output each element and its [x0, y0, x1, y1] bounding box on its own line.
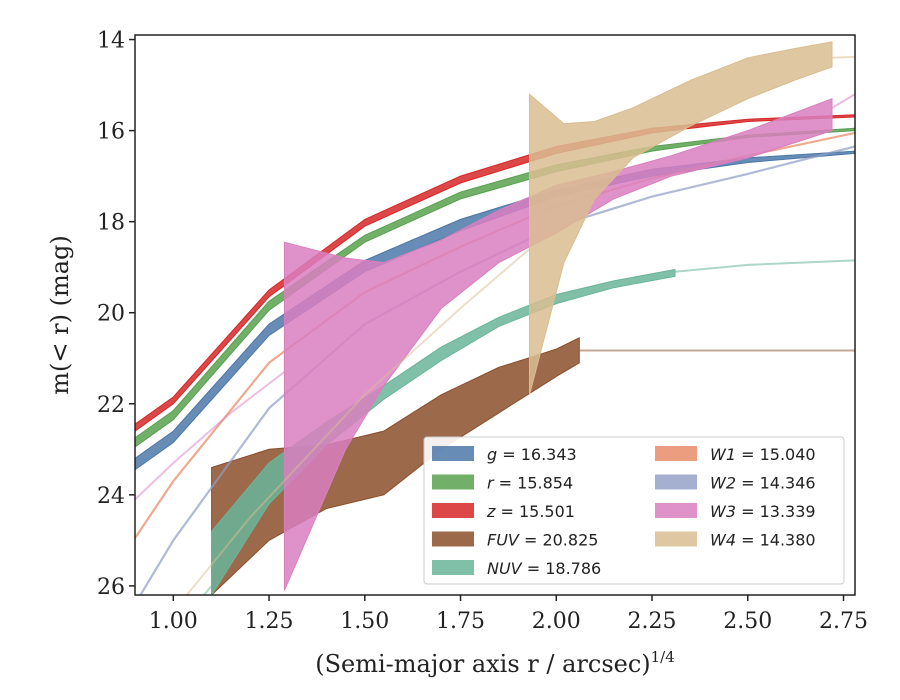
- y-tick-label: 14: [97, 29, 125, 54]
- legend-swatch-g: [432, 446, 474, 461]
- legend-label-z: z = 15.501: [486, 502, 575, 521]
- legend-entry-r: r = 15.854: [432, 474, 573, 493]
- series-nuv-tail: [674, 259, 855, 273]
- x-axis-label-sup: 1/4: [651, 648, 675, 666]
- series-z: [135, 114, 855, 432]
- legend-label-w4: W4 = 14.380: [710, 531, 816, 550]
- legend-label-value: = 14.380: [736, 531, 816, 550]
- series-r-band: [135, 127, 855, 448]
- legend-label-var: W1: [710, 445, 736, 464]
- legend-label-fuv: FUV = 20.825: [487, 531, 598, 550]
- legend-entry-w1: W1 = 15.040: [655, 445, 816, 464]
- x-tick-label: 2.25: [628, 609, 677, 634]
- legend-label-r: r = 15.854: [487, 474, 573, 493]
- legend-swatch-r: [432, 474, 474, 490]
- legend-entry-w3: W3 = 13.339: [655, 502, 816, 521]
- x-tick-label: 2.50: [723, 609, 772, 634]
- legend-entry-nuv: NUV = 18.786: [432, 559, 601, 578]
- legend-label-value: = 20.825: [519, 531, 599, 550]
- legend-swatch-z: [432, 503, 474, 518]
- series-w3-extension: [135, 371, 286, 501]
- legend-swatch-w4: [655, 531, 697, 547]
- y-axis-label: m(< r) (mag): [46, 235, 74, 394]
- y-tick-label: 16: [97, 120, 125, 145]
- legend-label-value: = 14.346: [736, 474, 816, 493]
- legend-label-g: g = 16.343: [487, 445, 577, 464]
- series-w3-tail: [831, 93, 855, 109]
- plot-area: [135, 41, 855, 595]
- legend-label-w2: W2 = 14.346: [710, 474, 816, 493]
- x-tick-label: 1.00: [149, 609, 198, 634]
- legend-label-nuv: NUV = 18.786: [487, 559, 601, 578]
- legend-label-value: = 15.040: [736, 445, 816, 464]
- x-axis-label-main: (Semi-major axis r / arcsec): [315, 650, 650, 678]
- legend-label-w1: W1 = 15.040: [710, 445, 816, 464]
- legend-label-value: = 18.786: [522, 559, 602, 578]
- legend-box: [423, 436, 845, 585]
- legend-entry-g: g = 16.343: [432, 445, 577, 464]
- y-tick-label: 24: [97, 484, 125, 509]
- legend-label-w3: W3 = 13.339: [710, 502, 816, 521]
- legend-swatch-fuv: [432, 531, 474, 547]
- series-w4-extension: [185, 248, 531, 595]
- y-tick-label: 26: [97, 575, 125, 600]
- legend-label-var: NUV: [487, 559, 523, 578]
- legend-label-var: FUV: [487, 531, 520, 550]
- legend-label-value: = 15.501: [495, 502, 575, 521]
- legend-label-var: z: [486, 502, 496, 521]
- axes-ticks: 1.00 1.25 1.50 1.75 2.00 2.25 2.50 2.75 14 16 18 20…: [97, 29, 868, 634]
- series-z-band: [135, 114, 855, 432]
- legend-entry-z: z = 15.501: [432, 502, 575, 521]
- legend-swatch-w2: [655, 474, 697, 490]
- legend-label-var: g: [487, 445, 497, 464]
- legend-label-value: = 15.854: [494, 474, 574, 493]
- legend-label-var: W4: [710, 531, 736, 550]
- x-axis-label: (Semi-major axis r / arcsec)1/4: [315, 648, 675, 678]
- series-w4: [185, 41, 855, 595]
- legend-entry-w2: W2 = 14.346: [655, 474, 816, 493]
- plot-frame: [134, 34, 856, 596]
- legend-entry-fuv: FUV = 20.825: [432, 531, 598, 550]
- legend-entry-w4: W4 = 14.380: [655, 531, 816, 550]
- legend-label-value: = 13.339: [736, 502, 816, 521]
- legend-label-var: W3: [710, 502, 736, 521]
- legend-label-var: r: [487, 474, 495, 493]
- series-r: [135, 127, 855, 448]
- series-w4-tail: [831, 55, 855, 59]
- x-tick-label: 2.75: [819, 609, 868, 634]
- x-tick-label: 1.25: [245, 609, 294, 634]
- x-tick-label: 1.75: [436, 609, 485, 634]
- legend-swatch-w3: [655, 503, 697, 518]
- legend-label-var: W2: [710, 474, 736, 493]
- y-tick-label: 20: [97, 302, 125, 327]
- x-tick-label: 2.00: [532, 609, 581, 634]
- y-tick-label: 22: [97, 393, 125, 418]
- legend-swatch-nuv: [432, 560, 474, 575]
- legend-label-value: = 16.343: [497, 445, 577, 464]
- legend-swatch-w1: [655, 446, 697, 461]
- x-tick-label: 1.50: [340, 609, 389, 634]
- y-tick-label: 18: [97, 211, 125, 236]
- series-w4-band: [529, 41, 833, 395]
